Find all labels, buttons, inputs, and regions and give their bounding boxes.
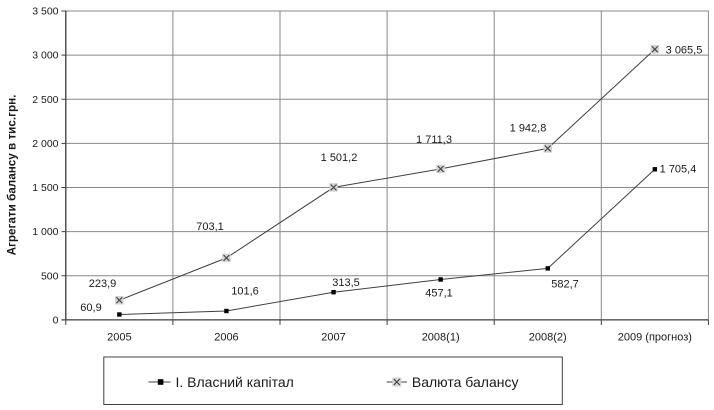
svg-text:2 500: 2 500 (32, 94, 58, 106)
svg-text:І. Власний капітал: І. Власний капітал (176, 374, 294, 390)
svg-text:2008(1): 2008(1) (422, 332, 460, 344)
svg-text:1 000: 1 000 (32, 226, 58, 238)
svg-text:2009 (прогноз): 2009 (прогноз) (618, 332, 692, 344)
svg-text:2006: 2006 (214, 332, 238, 344)
svg-text:3 000: 3 000 (32, 50, 58, 62)
svg-text:1 711,3: 1 711,3 (416, 134, 452, 146)
svg-text:582,7: 582,7 (551, 279, 579, 291)
svg-text:457,1: 457,1 (425, 287, 453, 299)
svg-text:223,9: 223,9 (89, 278, 117, 290)
svg-text:1 500: 1 500 (32, 182, 58, 194)
svg-text:Валюта балансу: Валюта балансу (412, 374, 519, 390)
svg-text:500: 500 (41, 270, 59, 282)
svg-text:101,6: 101,6 (231, 286, 259, 298)
svg-text:Агрегати балансу в тис.грн.: Агрегати балансу в тис.грн. (6, 95, 19, 256)
svg-text:313,5: 313,5 (332, 277, 360, 289)
svg-text:2008(2): 2008(2) (529, 332, 567, 344)
svg-text:2007: 2007 (321, 332, 345, 344)
svg-text:3 500: 3 500 (32, 6, 58, 18)
svg-text:2 000: 2 000 (32, 138, 58, 150)
svg-text:1 942,8: 1 942,8 (510, 122, 547, 134)
svg-text:3 065,5: 3 065,5 (666, 44, 703, 56)
svg-text:703,1: 703,1 (196, 221, 224, 233)
svg-text:1 705,4: 1 705,4 (660, 164, 697, 176)
svg-text:2005: 2005 (107, 332, 131, 344)
svg-text:0: 0 (53, 315, 59, 327)
svg-text:1 501,2: 1 501,2 (321, 152, 358, 164)
svg-text:60,9: 60,9 (80, 302, 101, 314)
